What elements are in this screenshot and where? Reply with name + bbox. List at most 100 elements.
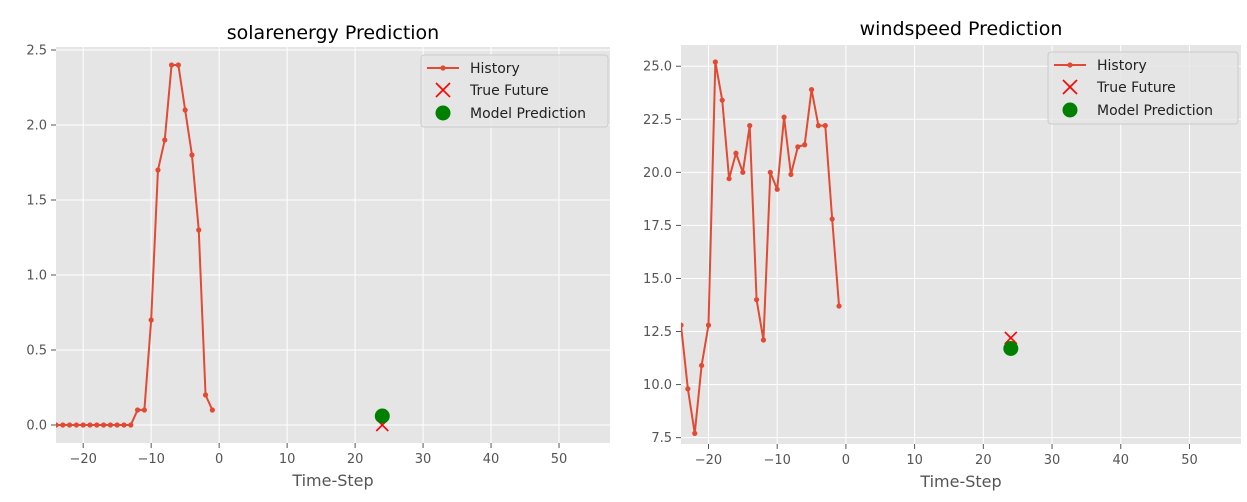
y-tick-label: 15.0	[643, 272, 672, 287]
x-tick-label: −10	[137, 452, 164, 467]
legend-box	[420, 54, 609, 128]
x-tick-label: 30	[1044, 453, 1061, 468]
history-point	[148, 317, 154, 323]
history-point	[705, 322, 712, 328]
y-tick-label: 10.0	[643, 378, 672, 393]
x-axis-label: Time-Step	[291, 471, 373, 490]
legend-true-future-marker	[1062, 79, 1078, 95]
x-axis-label: Time-Step	[919, 472, 1001, 491]
x-tick-label: 50	[551, 452, 568, 467]
history-point	[141, 407, 147, 413]
history-point	[128, 422, 134, 428]
x-tick-label: 20	[975, 453, 992, 468]
model-prediction-marker	[1003, 340, 1019, 356]
y-tick-label: 2.0	[26, 119, 47, 134]
y-tick-label: 25.0	[643, 60, 672, 75]
history-point	[87, 422, 93, 428]
legend: History True Future Model Prediction	[1047, 51, 1239, 125]
history-point	[685, 386, 691, 392]
legend-label: True Future	[1096, 80, 1176, 96]
legend-prediction-marker	[1062, 102, 1078, 118]
y-tick-label: 1.0	[26, 269, 47, 284]
history-point	[114, 422, 120, 428]
history-point	[795, 144, 801, 150]
x-tick-label: −20	[695, 453, 722, 468]
data-layer	[56, 62, 390, 432]
y-tick-label: 0.5	[26, 344, 47, 359]
legend-label: History	[470, 61, 520, 77]
history-point	[56, 422, 59, 428]
legend-label: True Future	[469, 83, 549, 99]
y-tick-label: 2.5	[26, 44, 47, 59]
x-tick-label: 10	[279, 452, 296, 467]
history-point	[155, 167, 161, 173]
history-point	[121, 422, 127, 428]
x-tick-label: −10	[763, 453, 790, 468]
history-point	[107, 422, 113, 428]
history-point	[767, 169, 773, 175]
y-tick-label: 20.0	[643, 166, 672, 181]
history-point	[726, 176, 732, 182]
x-tick-label: 20	[347, 452, 364, 467]
history-point	[189, 152, 195, 158]
y-tick-label: 1.5	[26, 194, 47, 209]
history-point	[712, 59, 718, 65]
chart-solarenergy: −20 −10 0 10 20 30 40 50 0.0 0.5 1.0 1.5 2.0 2.5 solar…	[26, 22, 610, 490]
history-point	[829, 216, 835, 222]
history-point	[175, 62, 181, 68]
y-tick-label: 12.5	[643, 325, 672, 340]
history-point	[100, 422, 107, 428]
history-point	[774, 186, 780, 192]
history-point	[681, 322, 684, 328]
history-point	[753, 297, 760, 303]
x-tick-label: 10	[906, 453, 923, 468]
x-tick-label: −20	[69, 452, 96, 467]
chart-windspeed: −20 −10 0 10 20 30 40 50 7.5 10.0 12.5 15.0 17.5 20.0…	[643, 18, 1241, 491]
history-point	[162, 137, 168, 143]
history-line	[681, 61, 841, 434]
x-tick-label: 0	[842, 453, 850, 468]
y-tick-label: 0.0	[26, 419, 47, 434]
x-tick-label: 0	[215, 452, 223, 467]
history-point	[73, 422, 79, 428]
legend-label: Model Prediction	[470, 106, 586, 122]
history-point	[747, 123, 753, 129]
history-point	[822, 123, 828, 129]
x-tick-label: 50	[1181, 453, 1198, 468]
history-point	[719, 97, 725, 103]
x-tick-label: 40	[1112, 453, 1129, 468]
legend-label: History	[1097, 58, 1147, 74]
legend-prediction-marker	[435, 105, 451, 121]
history-point	[182, 107, 188, 113]
history-point	[168, 62, 175, 68]
history-point	[815, 123, 822, 129]
history-point	[808, 86, 815, 93]
chart-title: solarenergy Prediction	[227, 22, 439, 44]
true-future-marker	[1004, 331, 1018, 345]
history-point	[733, 150, 739, 156]
history-point	[80, 422, 86, 428]
history-point	[781, 114, 787, 120]
data-layer	[681, 59, 1019, 436]
chart-title: windspeed Prediction	[860, 18, 1063, 40]
history-point	[836, 303, 842, 309]
legend-label: Model Prediction	[1097, 103, 1213, 119]
y-tick-label: 17.5	[643, 219, 672, 234]
y-tick-label: 7.5	[651, 431, 672, 446]
history-point	[740, 169, 746, 175]
history-point	[134, 407, 141, 413]
history-point	[699, 362, 705, 369]
legend-box	[1047, 51, 1239, 125]
legend-history-point	[440, 65, 446, 71]
x-tick-label: 40	[483, 452, 500, 467]
legend: History True Future Model Prediction	[420, 54, 609, 128]
y-tick-label: 22.5	[643, 113, 672, 128]
history-point	[66, 422, 73, 428]
history-point	[760, 337, 767, 343]
x-tick-label: 30	[415, 452, 432, 467]
history-point	[692, 430, 698, 436]
history-point	[202, 392, 209, 398]
model-prediction-marker	[374, 408, 390, 424]
history-point	[788, 171, 794, 178]
